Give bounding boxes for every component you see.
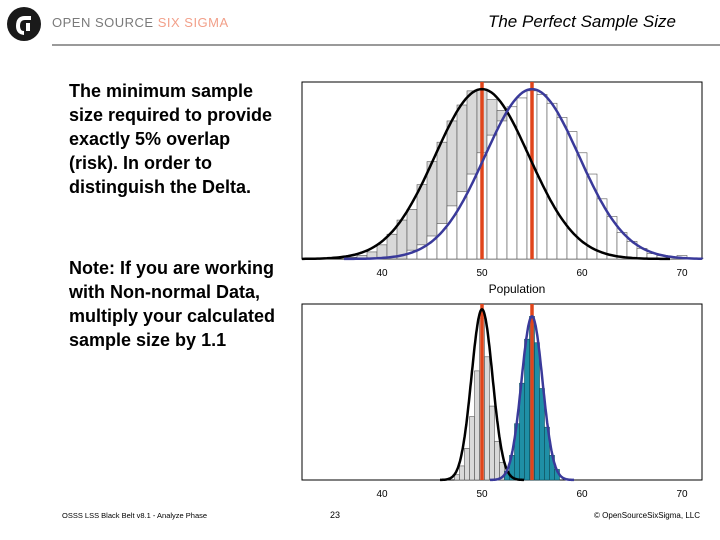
- histogram-bar: [516, 97, 528, 260]
- histogram-bar: [494, 440, 500, 481]
- histogram-bar: [534, 342, 540, 481]
- histogram-bar: [486, 134, 498, 260]
- histogram-bar: [489, 405, 495, 481]
- sample-mean-histogram: 40 50 60 70: [301, 303, 703, 500]
- histogram-bar: [496, 120, 508, 260]
- footer-copyright: © OpenSourceSixSigma, LLC: [594, 511, 700, 520]
- histogram-bar: [469, 416, 475, 481]
- population-histogram: 40 50 60 70 Population: [301, 81, 704, 296]
- normal-curve: [490, 314, 574, 482]
- header-divider: [52, 44, 720, 46]
- histogram-bar: [484, 356, 490, 481]
- x-axis-label: Population: [489, 282, 546, 296]
- normal-curve: [302, 87, 670, 261]
- page-number: 23: [330, 510, 341, 520]
- histogram-bar: [556, 117, 568, 260]
- histogram-bar: [524, 338, 530, 481]
- normal-curve: [344, 87, 704, 261]
- x-tick-label: 70: [676, 489, 688, 500]
- x-tick-label: 40: [376, 268, 388, 279]
- histogram-bar: [466, 173, 478, 260]
- slide-title: The Perfect Sample Size: [487, 12, 676, 31]
- x-tick-label: 70: [676, 268, 688, 279]
- footer-course-label: OSSS LSS Black Belt v8.1 - Analyze Phase: [62, 511, 208, 520]
- normal-curve: [440, 307, 524, 482]
- sample-size-description: The minimum sample size required to prov…: [69, 81, 273, 197]
- open-source-six-sigma-logo-icon: [7, 7, 41, 41]
- x-tick-label: 40: [376, 489, 388, 500]
- x-tick-label: 50: [476, 489, 488, 500]
- brand-name: OPEN SOURCE SIX SIGMA: [52, 15, 229, 30]
- x-tick-label: 60: [576, 489, 588, 500]
- histogram-bar: [546, 102, 558, 260]
- histogram-bar: [459, 465, 465, 481]
- histogram-bar: [474, 370, 480, 481]
- x-tick-label: 50: [476, 268, 488, 279]
- x-tick-label: 60: [576, 268, 588, 279]
- non-normal-data-note: Note: If you are working with Non-normal…: [69, 258, 276, 350]
- histogram-bar: [464, 448, 470, 481]
